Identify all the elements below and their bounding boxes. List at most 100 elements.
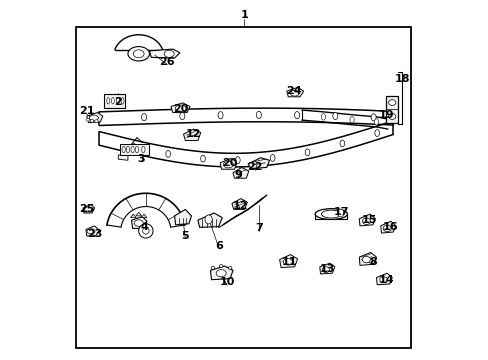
Polygon shape	[231, 199, 247, 210]
Text: 26: 26	[159, 57, 175, 67]
Ellipse shape	[164, 50, 174, 57]
Ellipse shape	[294, 112, 299, 119]
Ellipse shape	[139, 224, 153, 238]
Polygon shape	[386, 96, 397, 123]
Text: 3: 3	[138, 154, 145, 164]
Polygon shape	[83, 204, 94, 213]
Text: 15: 15	[361, 215, 376, 225]
Ellipse shape	[180, 112, 184, 120]
Polygon shape	[183, 129, 201, 140]
Text: 2: 2	[114, 97, 122, 107]
Polygon shape	[220, 158, 237, 169]
Text: 22: 22	[247, 162, 263, 172]
Ellipse shape	[270, 154, 274, 161]
Ellipse shape	[204, 215, 212, 224]
Polygon shape	[131, 217, 147, 228]
Ellipse shape	[131, 146, 134, 153]
Polygon shape	[174, 210, 191, 225]
Ellipse shape	[388, 100, 395, 105]
Ellipse shape	[175, 105, 185, 112]
Ellipse shape	[337, 209, 343, 217]
Polygon shape	[380, 221, 395, 233]
Polygon shape	[376, 273, 391, 285]
Ellipse shape	[116, 98, 119, 104]
Ellipse shape	[379, 277, 387, 283]
Ellipse shape	[165, 150, 170, 157]
Ellipse shape	[142, 146, 144, 153]
Ellipse shape	[283, 258, 292, 265]
Polygon shape	[118, 155, 128, 160]
Polygon shape	[359, 214, 375, 226]
Ellipse shape	[133, 50, 144, 58]
Text: 7: 7	[254, 224, 262, 233]
Ellipse shape	[84, 207, 92, 212]
Text: 12: 12	[232, 201, 247, 211]
Text: 24: 24	[285, 86, 301, 96]
Ellipse shape	[134, 220, 143, 226]
Text: 21: 21	[79, 106, 94, 116]
Polygon shape	[359, 252, 376, 265]
Polygon shape	[286, 87, 303, 97]
Text: 8: 8	[368, 257, 376, 267]
Ellipse shape	[106, 98, 109, 104]
Text: 12: 12	[185, 129, 201, 139]
Polygon shape	[86, 226, 99, 236]
Text: 13: 13	[319, 264, 334, 274]
Ellipse shape	[383, 225, 390, 231]
Ellipse shape	[322, 267, 329, 273]
Ellipse shape	[374, 130, 379, 136]
FancyBboxPatch shape	[120, 144, 149, 155]
Ellipse shape	[216, 270, 226, 277]
Ellipse shape	[228, 266, 231, 269]
Text: 25: 25	[79, 204, 94, 215]
Polygon shape	[141, 214, 147, 218]
Text: 9: 9	[234, 170, 242, 180]
Ellipse shape	[87, 229, 95, 234]
Text: 18: 18	[394, 74, 409, 84]
Ellipse shape	[339, 140, 344, 147]
Polygon shape	[198, 213, 222, 227]
Text: 11: 11	[281, 257, 297, 267]
Polygon shape	[279, 255, 297, 267]
Ellipse shape	[142, 228, 149, 234]
Ellipse shape	[121, 98, 124, 104]
Text: 10: 10	[219, 277, 235, 287]
Text: 23: 23	[87, 229, 102, 239]
Ellipse shape	[94, 120, 98, 123]
Ellipse shape	[111, 98, 114, 104]
Text: 14: 14	[378, 275, 393, 285]
Polygon shape	[247, 158, 269, 168]
Ellipse shape	[332, 112, 337, 120]
Ellipse shape	[223, 161, 233, 168]
Ellipse shape	[126, 146, 129, 153]
Polygon shape	[149, 49, 180, 58]
Polygon shape	[171, 103, 190, 113]
Ellipse shape	[211, 266, 214, 269]
Ellipse shape	[128, 46, 149, 61]
Polygon shape	[130, 214, 136, 218]
Text: 19: 19	[378, 111, 393, 121]
Ellipse shape	[89, 115, 98, 121]
Ellipse shape	[305, 149, 309, 156]
Polygon shape	[210, 266, 233, 280]
Ellipse shape	[135, 146, 138, 153]
Ellipse shape	[314, 209, 346, 220]
Text: 20: 20	[221, 158, 237, 168]
Ellipse shape	[218, 112, 223, 119]
Text: 16: 16	[382, 222, 398, 232]
Ellipse shape	[131, 143, 135, 150]
Ellipse shape	[370, 114, 375, 121]
Ellipse shape	[219, 265, 223, 267]
FancyBboxPatch shape	[104, 94, 125, 108]
Text: 4: 4	[140, 222, 148, 231]
Ellipse shape	[122, 146, 125, 153]
Ellipse shape	[200, 155, 205, 162]
Ellipse shape	[321, 210, 341, 218]
Ellipse shape	[388, 114, 395, 120]
Ellipse shape	[290, 90, 299, 96]
Ellipse shape	[235, 157, 240, 163]
Ellipse shape	[373, 119, 378, 125]
Text: 17: 17	[333, 207, 348, 217]
Polygon shape	[319, 263, 334, 274]
Text: 1: 1	[240, 10, 248, 20]
